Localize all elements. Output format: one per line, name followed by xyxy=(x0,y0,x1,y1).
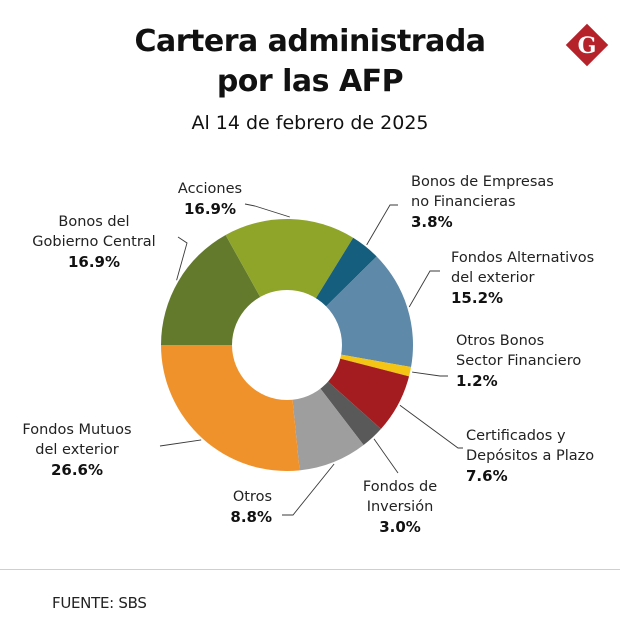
label-otros-bonos-sector-financiero: Otros Bonos Sector Financiero 1.2% xyxy=(456,331,616,391)
donut-hole xyxy=(232,290,342,400)
label-line: Fondos Alternativos xyxy=(451,250,595,266)
label-value: 8.8% xyxy=(230,508,272,526)
leader-line xyxy=(373,438,399,474)
label-value: 16.9% xyxy=(183,200,237,218)
label-line: Bonos del xyxy=(58,214,130,230)
label-line: no Financieras xyxy=(411,194,516,210)
label-bonos-empresas-no-financieras: Bonos de Empresas no Financieras 3.8% xyxy=(411,172,611,232)
leader-line xyxy=(412,371,448,377)
gestion-logo-icon: G xyxy=(565,23,609,67)
leader-line xyxy=(282,463,335,516)
chart-title: Cartera administrada por las AFP xyxy=(0,22,620,102)
label-line: Certificados y xyxy=(466,428,566,444)
leader-lines xyxy=(159,203,463,516)
title-line-2: por las AFP xyxy=(216,64,404,99)
label-fondos-mutuos-exterior: Fondos Mutuos del exterior 26.6% xyxy=(2,420,152,480)
leader-line xyxy=(244,203,290,218)
label-line: Inversión xyxy=(366,499,434,515)
label-fondos-alternativos-exterior: Fondos Alternativos del exterior 15.2% xyxy=(451,248,616,308)
label-value: 3.8% xyxy=(411,213,453,231)
logo-letter: G xyxy=(578,33,597,59)
label-line: Depósitos a Plazo xyxy=(466,448,595,464)
slice-acciones xyxy=(225,218,354,345)
label-line: del exterior xyxy=(35,442,119,458)
label-line: Sector Financiero xyxy=(456,353,582,369)
label-line: Acciones xyxy=(177,181,243,197)
leader-line xyxy=(366,204,398,246)
label-line: Fondos de xyxy=(362,479,438,495)
label-certificados-depositos-plazo: Certificados y Depósitos a Plazo 7.6% xyxy=(466,426,616,486)
label-line: Gobierno Central xyxy=(32,234,156,250)
label-acciones: Acciones 16.9% xyxy=(160,179,260,219)
footer-divider xyxy=(0,569,620,570)
label-bonos-gobierno-central: Bonos del Gobierno Central 16.9% xyxy=(14,212,174,272)
label-fondos-de-inversion: Fondos de Inversión 3.0% xyxy=(345,477,455,537)
source-note: FUENTE: SBS xyxy=(52,594,147,612)
label-line: Bonos de Empresas xyxy=(411,174,554,190)
label-value: 16.9% xyxy=(67,253,121,271)
label-otros: Otros 8.8% xyxy=(200,487,272,527)
title-line-1: Cartera administrada xyxy=(134,24,486,59)
leader-line xyxy=(408,270,440,308)
label-value: 26.6% xyxy=(50,461,104,479)
label-line: Otros xyxy=(232,489,272,505)
chart-subtitle: Al 14 de febrero de 2025 xyxy=(191,112,429,134)
label-line: Otros Bonos xyxy=(456,333,545,349)
leader-line xyxy=(399,404,463,449)
label-line: del exterior xyxy=(451,270,535,286)
label-value: 1.2% xyxy=(456,372,498,390)
label-value: 7.6% xyxy=(466,467,508,485)
leader-line xyxy=(176,236,188,281)
label-value: 15.2% xyxy=(451,289,504,307)
label-value: 3.0% xyxy=(379,518,421,536)
leader-line xyxy=(159,439,202,447)
label-line: Fondos Mutuos xyxy=(22,422,132,438)
